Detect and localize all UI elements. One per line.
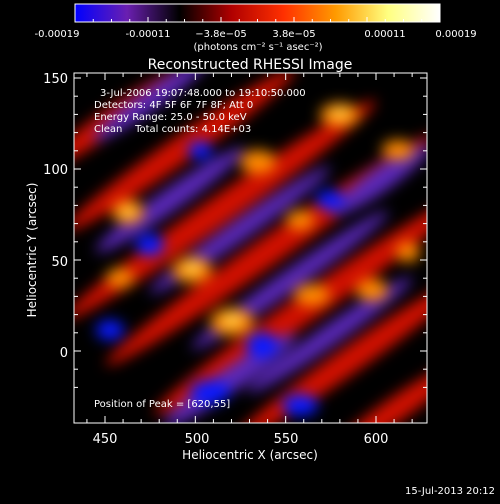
colorbar-tick-label: −3.8e−05 [195,29,247,40]
info-time-range: 3-Jul-2006 19:07:48.000 to 19:10:50.000 [100,88,306,99]
info-energy-range: Energy Range: 25.0 - 50.0 keV [94,112,247,123]
x-tick-label: 550 [274,432,299,447]
y-tick-label: 150 [43,72,68,87]
colorbar-tick-label: 3.8e−05 [272,29,315,40]
x-axis-label: Heliocentric X (arcsec) [182,448,318,462]
colorbar-tick-label: 0.00011 [364,29,405,40]
x-tick-label: 500 [185,432,210,447]
x-tick-label: 600 [364,432,389,447]
rhessi-map [74,73,427,423]
y-axis-label: Heliocentric Y (arcsec) [25,183,39,318]
y-tick-label: 100 [43,163,68,178]
plot-title: Reconstructed RHESSI Image [148,57,353,73]
y-tick-label: 0 [60,346,68,361]
colorbar-tick-label: -0.00019 [35,29,80,40]
colorbar-tick-label: -0.00011 [126,29,171,40]
x-tick-label: 450 [93,432,118,447]
colorbar-units: (photons cm⁻² s⁻¹ asec⁻²) [193,42,322,53]
y-tick-label: 50 [51,255,68,270]
info-detectors: Detectors: 4F 5F 6F 7F 8F; Att 0 [94,100,253,111]
axis-ticks [74,73,427,423]
plot-frame [73,72,428,424]
colorbar-ticks [74,17,441,22]
colorbar-tick-label: 0.00019 [435,29,476,40]
peak-position-label: Position of Peak = [620,55] [94,399,230,410]
info-clean-counts: Clean Total counts: 4.14E+03 [94,124,251,135]
footer-timestamp: 15-Jul-2013 20:12 [405,486,495,497]
